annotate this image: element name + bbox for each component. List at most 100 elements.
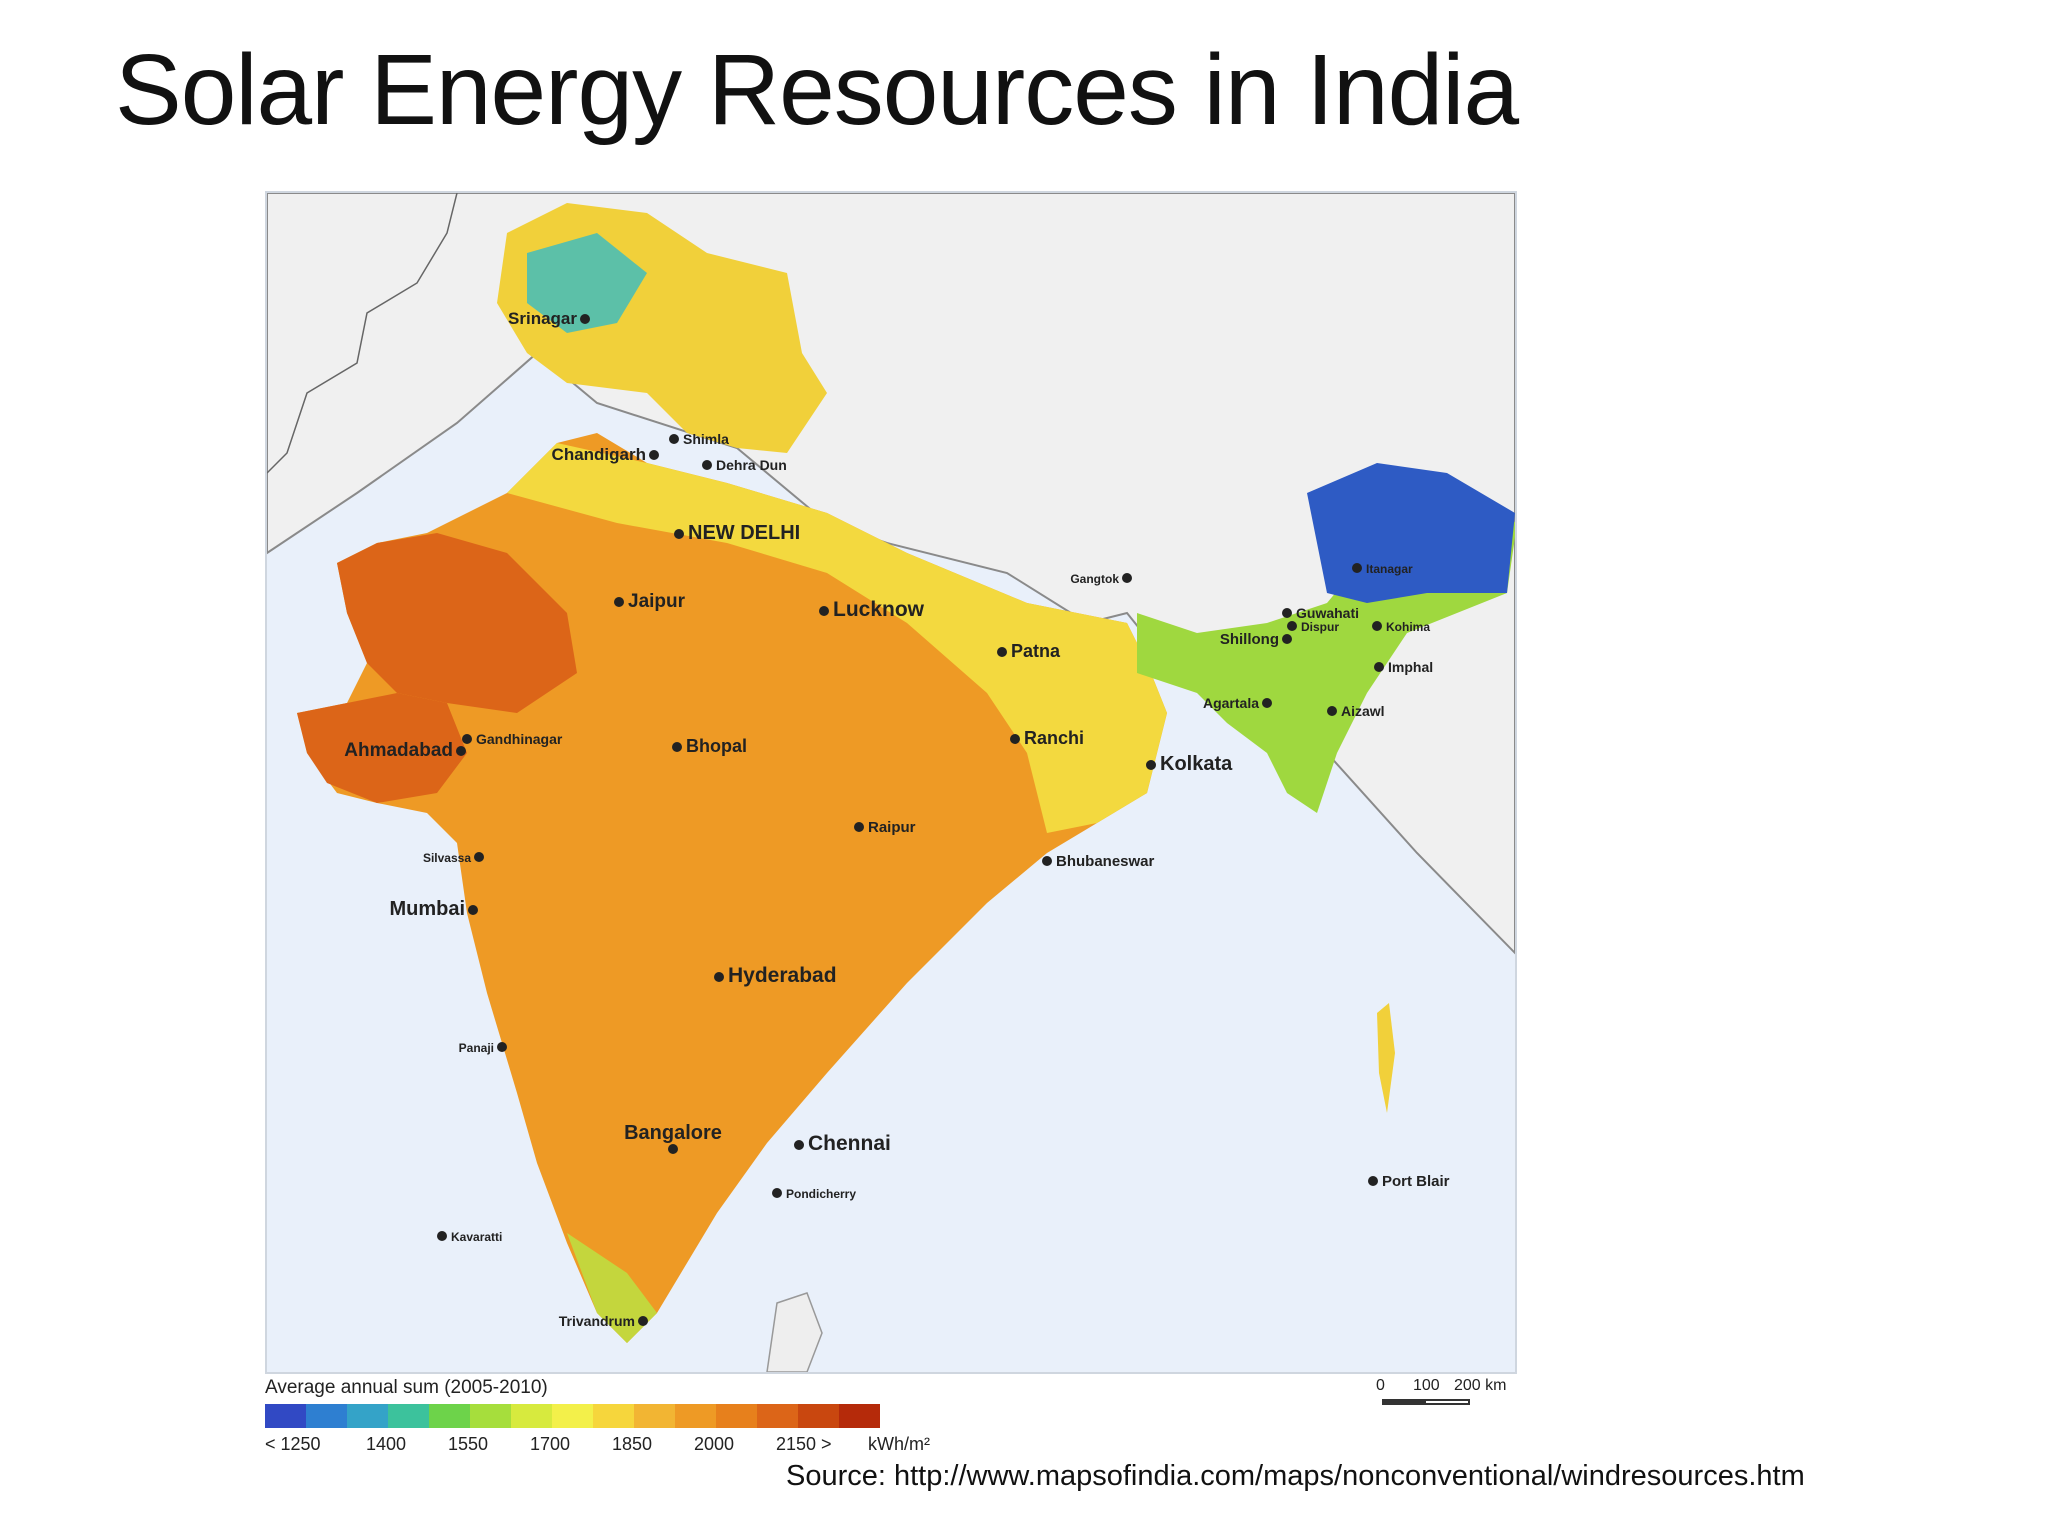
scale-label: 0 <box>1376 1377 1385 1394</box>
legend-swatch <box>675 1404 716 1428</box>
city-label: Trivandrum <box>559 1313 635 1329</box>
legend-swatch <box>347 1404 388 1428</box>
legend-swatch <box>511 1404 552 1428</box>
legend-tick: 1550 <box>448 1434 489 1454</box>
city-marker <box>1287 621 1297 631</box>
map-canvas: Srinagar Shimla Chandigarh Dehra Dun NEW DEL… <box>267 193 1515 1372</box>
south-tip-green <box>567 1233 657 1343</box>
scale-label: 100 <box>1413 1377 1440 1394</box>
city-marker <box>772 1188 782 1198</box>
city-marker <box>474 852 484 862</box>
city-marker <box>1146 760 1156 770</box>
city-label: Gangtok <box>1070 572 1119 586</box>
city-marker <box>614 597 624 607</box>
legend-colorbar <box>265 1404 880 1428</box>
city-marker <box>714 972 724 982</box>
city-marker <box>668 1144 678 1154</box>
legend-swatch <box>839 1404 880 1428</box>
legend-swatch <box>716 1404 757 1428</box>
city-marker <box>794 1140 804 1150</box>
legend-tick: 1400 <box>366 1434 407 1454</box>
india-west-hot <box>337 533 577 713</box>
city-marker <box>497 1042 507 1052</box>
city-marker <box>1122 573 1132 583</box>
city-marker <box>638 1316 648 1326</box>
city-layer: Srinagar Shimla Chandigarh Dehra Dun NEW DEL… <box>344 309 1449 1329</box>
legend-swatch <box>306 1404 347 1428</box>
city-label: Kolkata <box>1160 753 1233 775</box>
city-marker <box>702 460 712 470</box>
city-label: Guwahati <box>1296 605 1359 621</box>
city-marker <box>1282 608 1292 618</box>
city-label: Bhubaneswar <box>1056 853 1155 870</box>
city-marker <box>456 746 466 756</box>
city-label: Silvassa <box>423 851 471 865</box>
city-marker <box>580 314 590 324</box>
city-marker <box>819 606 829 616</box>
city-label: Ahmadabad <box>344 740 453 761</box>
city-label: Dehra Dun <box>716 457 787 473</box>
city-marker <box>1352 563 1362 573</box>
city-label: Aizawl <box>1341 703 1385 719</box>
sri-lanka <box>766 1292 823 1372</box>
legend-tick: 1700 <box>530 1434 571 1454</box>
city-label: Ranchi <box>1024 728 1084 748</box>
city-label: Dispur <box>1301 620 1339 634</box>
city-label: Pondicherry <box>786 1187 856 1201</box>
india-yellow-belt <box>507 443 1167 833</box>
scale-label: 200 km <box>1454 1377 1507 1394</box>
city-marker <box>1010 734 1020 744</box>
city-label: Shillong <box>1220 631 1279 648</box>
city-marker <box>1368 1176 1378 1186</box>
legend-title: Average annual sum (2005-2010) <box>265 1377 548 1398</box>
legend-tick: 2150 > <box>776 1434 832 1454</box>
solar-map: Srinagar Shimla Chandigarh Dehra Dun NEW DEL… <box>265 191 1517 1374</box>
city-marker <box>649 450 659 460</box>
kashmir-green <box>527 233 647 333</box>
city-label: Gandhinagar <box>476 731 563 747</box>
city-label: Kavaratti <box>451 1230 502 1244</box>
city-label: Kohima <box>1386 620 1430 634</box>
city-label: Imphal <box>1388 659 1433 675</box>
legend-tick: 2000 <box>694 1434 735 1454</box>
city-label: NEW DELHI <box>688 522 800 544</box>
legend-swatch <box>552 1404 593 1428</box>
city-label: Agartala <box>1203 695 1259 711</box>
city-marker <box>854 822 864 832</box>
city-label: Srinagar <box>508 309 577 328</box>
city-label: Bangalore <box>624 1122 722 1144</box>
city-label: Patna <box>1011 641 1061 661</box>
city-marker <box>997 647 1007 657</box>
andaman-islands <box>1377 1003 1395 1113</box>
city-marker <box>1042 856 1052 866</box>
legend-swatch <box>757 1404 798 1428</box>
city-marker <box>672 742 682 752</box>
legend-swatch <box>470 1404 511 1428</box>
city-label: Chandigarh <box>552 445 646 464</box>
legend-swatch <box>429 1404 470 1428</box>
legend-swatch <box>265 1404 306 1428</box>
border-line <box>267 193 458 474</box>
gujarat-hot <box>297 693 467 803</box>
city-label: Panaji <box>459 1041 494 1055</box>
legend-swatch <box>798 1404 839 1428</box>
source-citation: Source: http://www.mapsofindia.com/maps/… <box>786 1460 1805 1492</box>
legend-swatch <box>593 1404 634 1428</box>
city-marker <box>468 905 478 915</box>
legend-swatch <box>388 1404 429 1428</box>
city-marker <box>669 434 679 444</box>
city-marker <box>1262 698 1272 708</box>
city-marker <box>1374 662 1384 672</box>
city-label: Jaipur <box>628 591 686 612</box>
legend-swatch <box>634 1404 675 1428</box>
city-label: Itanagar <box>1366 562 1413 576</box>
city-label: Hyderabad <box>728 964 837 987</box>
city-marker <box>1372 621 1382 631</box>
legend-tick: 1850 <box>612 1434 653 1454</box>
city-marker <box>462 734 472 744</box>
city-marker <box>437 1231 447 1241</box>
city-label: Raipur <box>868 819 916 836</box>
city-marker <box>1327 706 1337 716</box>
legend-tick: < 1250 <box>265 1434 321 1454</box>
legend-unit: kWh/m² <box>868 1434 930 1454</box>
